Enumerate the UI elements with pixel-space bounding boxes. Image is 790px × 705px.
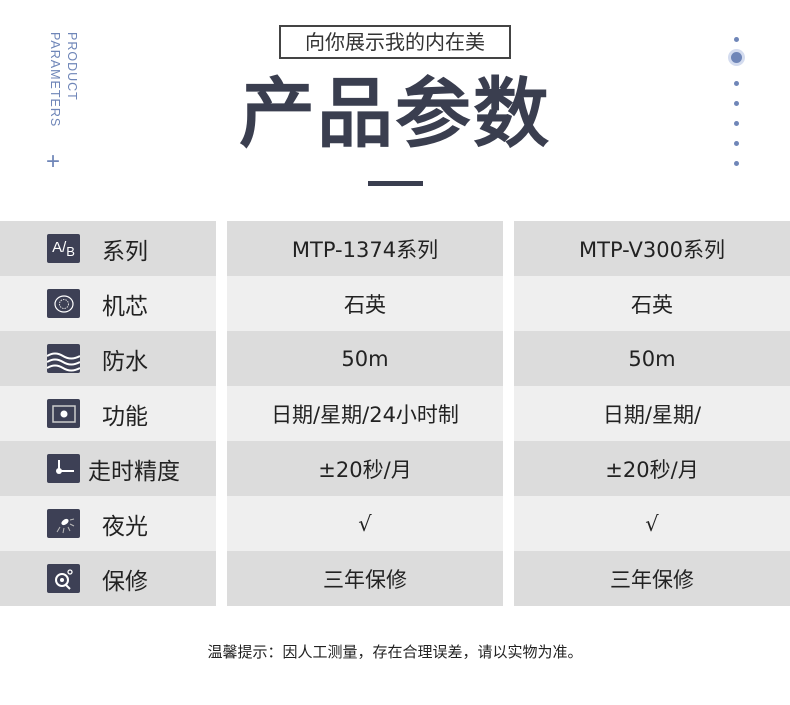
table-row: 功能 日期/星期/24小时制 日期/星期/ (0, 386, 790, 441)
pager-dot[interactable] (734, 101, 739, 106)
table-row: 机芯 石英 石英 (0, 276, 790, 331)
model1-value: MTP-1374系列 (227, 221, 503, 276)
model2-value: 石英 (514, 276, 790, 331)
warranty-icon (47, 564, 80, 593)
model2-value: ±20秒/月 (514, 441, 790, 496)
luminous-icon (47, 509, 80, 538)
param-label: 系列 (102, 238, 148, 265)
param-name-cell: 防水 (0, 331, 216, 386)
params-table: A/B 系列 MTP-1374系列 MTP-V300系列 机芯 石英 石英 防水 50… (0, 221, 790, 606)
param-label: 走时精度 (88, 458, 180, 485)
pager-dot-active[interactable] (731, 52, 742, 63)
param-name-cell: 功能 (0, 386, 216, 441)
movement-icon (47, 289, 80, 318)
table-row: 防水 50m 50m (0, 331, 790, 386)
table-row: 保修 三年保修 三年保修 (0, 551, 790, 606)
param-name-cell: 保修 (0, 551, 216, 606)
param-label: 机芯 (102, 293, 148, 320)
pager-dot[interactable] (734, 121, 739, 126)
model2-value: √ (514, 496, 790, 551)
param-label: 功能 (102, 403, 148, 430)
water-waves-icon (47, 344, 80, 373)
side-caption-line2: PARAMETERS (48, 32, 62, 128)
subtitle: 向你展示我的内在美 (279, 25, 511, 59)
ab-series-icon: A/B (47, 234, 80, 263)
param-label: 防水 (102, 348, 148, 375)
table-row: 走时精度 ±20秒/月 ±20秒/月 (0, 441, 790, 496)
table-row: A/B 系列 MTP-1374系列 MTP-V300系列 (0, 221, 790, 276)
model1-value: √ (227, 496, 503, 551)
model2-value: 三年保修 (514, 551, 790, 606)
pager-dot[interactable] (734, 141, 739, 146)
pager-dot[interactable] (734, 37, 739, 42)
param-name-cell: A/B 系列 (0, 221, 216, 276)
pager-dot[interactable] (734, 81, 739, 86)
model2-value: 日期/星期/ (514, 386, 790, 441)
side-caption: PRODUCT PARAMETERS (46, 32, 80, 127)
pager-dot[interactable] (734, 161, 739, 166)
page-title: 产品参数 (239, 69, 551, 158)
model1-value: 日期/星期/24小时制 (227, 386, 503, 441)
model1-value: 石英 (227, 276, 503, 331)
title-underline (368, 181, 423, 186)
function-frame-icon (47, 399, 80, 428)
model1-value: 50m (227, 331, 503, 386)
model1-value: ±20秒/月 (227, 441, 503, 496)
param-label: 夜光 (102, 513, 148, 540)
param-name-cell: 走时精度 (0, 441, 216, 496)
disclaimer-note: 温馨提示：因人工测量，存在合理误差，请以实物为准。 (207, 643, 583, 661)
model2-value: MTP-V300系列 (514, 221, 790, 276)
plus-icon: + (46, 148, 61, 175)
table-row: 夜光 √ √ (0, 496, 790, 551)
model1-value: 三年保修 (227, 551, 503, 606)
side-caption-line1: PRODUCT (65, 32, 79, 101)
param-label: 保修 (102, 568, 148, 595)
model2-value: 50m (514, 331, 790, 386)
clock-hands-icon (47, 454, 80, 483)
param-name-cell: 夜光 (0, 496, 216, 551)
param-name-cell: 机芯 (0, 276, 216, 331)
